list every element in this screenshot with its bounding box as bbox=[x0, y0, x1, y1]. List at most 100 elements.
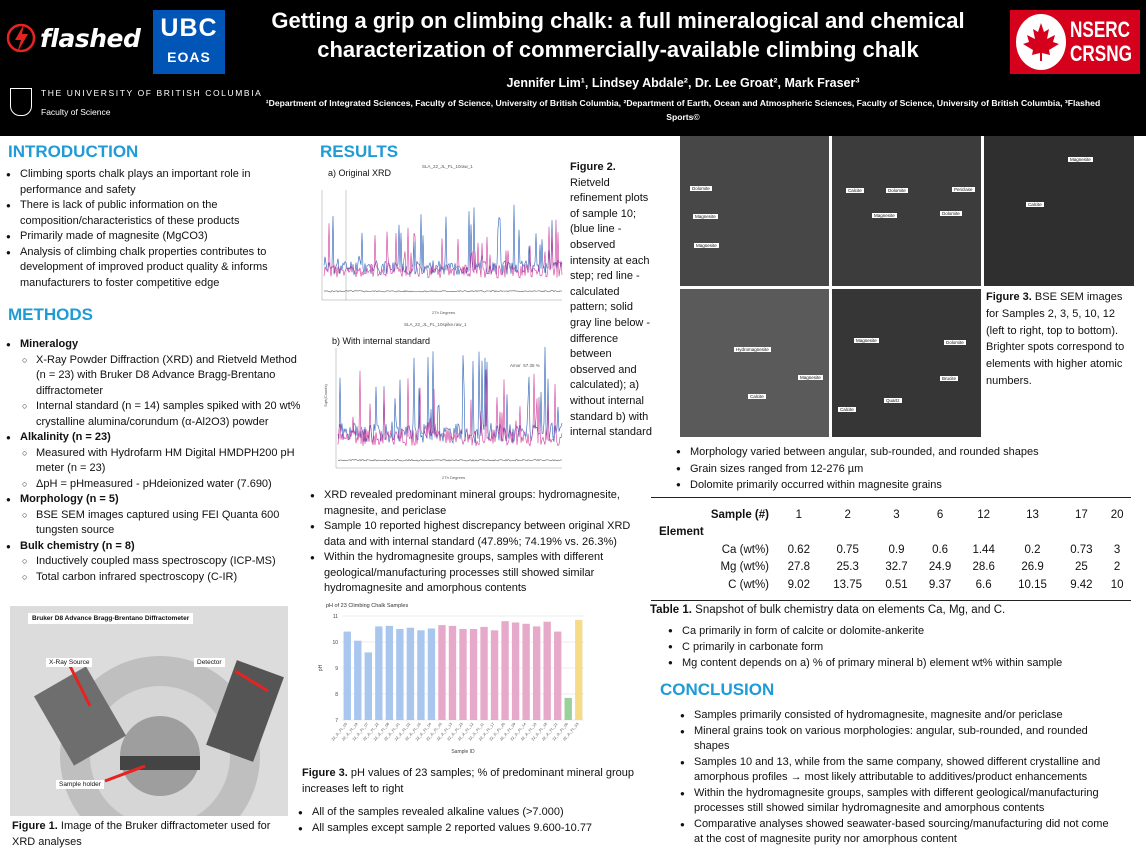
figure3-ph-caption-text: pH values of 23 samples; % of predominan… bbox=[302, 767, 635, 795]
sem-mineral-label: Quartz bbox=[884, 398, 902, 403]
authors: Jennifer Lim¹, Lindsey Abdale², Dr. Lee … bbox=[506, 76, 860, 90]
xrd-b-traces bbox=[335, 346, 563, 469]
table-cell: 0.75 bbox=[836, 543, 859, 556]
results-bullet: Within the hydromagnesite groups, sample… bbox=[310, 550, 640, 597]
table-bullet: Ca primarily in form of calcite or dolom… bbox=[668, 623, 1138, 639]
sem-mineral-label: Dolomite bbox=[944, 340, 966, 345]
sem-mineral-label: Magnesite bbox=[1068, 157, 1093, 162]
methods-category: Mineralogy bbox=[6, 337, 306, 353]
nserc-logo-text: NSERC CRSNG bbox=[1070, 17, 1132, 66]
ph-chart-svg: pH of 23 Climbing Chalk Samples 7 8 9 10 11 pH… bbox=[318, 603, 584, 755]
figure2-caption-label: Figure 2. bbox=[570, 161, 616, 173]
intro-bullet: Analysis of climbing chalk properties co… bbox=[6, 245, 296, 292]
ph-bullet: All samples except sample 2 reported val… bbox=[298, 821, 638, 837]
conclusion-heading: CONCLUSION bbox=[660, 680, 775, 699]
table-bullet: C primarily in carbonate form bbox=[668, 639, 1138, 655]
chart-bar bbox=[396, 629, 404, 720]
results-bullet: Sample 10 reported highest discrepancy b… bbox=[310, 519, 640, 550]
xrd-a-traces bbox=[321, 190, 563, 301]
sample-holder-label: Sample holder bbox=[56, 780, 104, 789]
table-cell: 26.9 bbox=[1021, 561, 1044, 574]
figure1-caption-label: Figure 1. bbox=[12, 820, 58, 832]
sem-mineral-label: Dolomite bbox=[940, 211, 962, 216]
figure2-caption: Figure 2. Rietveld refinement plots of s… bbox=[570, 160, 654, 441]
chart-bar bbox=[438, 625, 446, 720]
sem-image-sample-2 bbox=[680, 136, 829, 286]
introduction-list: Climbing sports chalk plays an important… bbox=[6, 167, 296, 291]
chart-bar bbox=[501, 621, 509, 720]
results-list: XRD revealed predominant mineral groups:… bbox=[310, 488, 640, 597]
chart-bar bbox=[427, 628, 436, 720]
xrd-b-legend-name: Amor bbox=[510, 363, 521, 368]
chart-ytick-label: 9 bbox=[335, 666, 338, 672]
table-sample-header: 2 bbox=[844, 508, 851, 521]
chart-bar bbox=[543, 621, 551, 720]
xrd-b-ylabel: Sqrt(Counts) bbox=[322, 384, 328, 407]
conclusion-bullet: Comparative analyses showed seawater-bas… bbox=[680, 817, 1120, 848]
sem-mineral-label: Calcite bbox=[846, 188, 864, 193]
sem-bullet: Dolomite primarily occurred within magne… bbox=[676, 477, 1126, 494]
chart-bar bbox=[448, 625, 457, 720]
nserc-logo: NSERC CRSNG bbox=[1010, 10, 1140, 74]
sem-mineral-label: Magnesite bbox=[854, 338, 879, 343]
table-cell: 27.8 bbox=[787, 561, 810, 574]
methods-subitem: Total carbon infrared spectroscopy (C-IR… bbox=[6, 570, 306, 586]
table-cell: 24.9 bbox=[928, 561, 952, 574]
chart-bar bbox=[480, 626, 488, 720]
chart-bar bbox=[354, 640, 362, 720]
chart-bar bbox=[417, 630, 425, 720]
figure1-caption: Figure 1. Image of the Bruker diffractom… bbox=[12, 819, 292, 850]
table-cell: 0.6 bbox=[932, 543, 949, 556]
chart-ylabel: pH bbox=[318, 664, 324, 671]
table-sample-header: 13 bbox=[1026, 508, 1039, 521]
methods-list: MineralogyX-Ray Powder Diffraction (XRD)… bbox=[6, 337, 306, 585]
methods-subitem: Inductively coupled mass spectroscopy (I… bbox=[6, 554, 306, 570]
xrd-plot-internal-standard: SLA_22_JL_FL_10spike.raw_1 b) With inter… bbox=[312, 318, 566, 484]
table-cell: 10 bbox=[1110, 578, 1124, 591]
table-cell: 3 bbox=[1113, 543, 1121, 556]
table-row: C (wt%) 9.02 13.75 0.51 9.37 6.6 10.15 9.42 10 bbox=[651, 576, 1131, 594]
xrd-a-xlabel: 2Th Degrees bbox=[432, 310, 456, 315]
methods-subitem: Measured with Hydrofarm HM Digital HMDPH… bbox=[6, 446, 306, 477]
table-sample-header: 6 bbox=[936, 508, 944, 521]
xrd-b-legend: Amor 57.35 % bbox=[510, 363, 540, 368]
ubc-crest-icon bbox=[10, 88, 32, 116]
results-bullet: XRD revealed predominant mineral groups:… bbox=[310, 488, 640, 519]
sem-mineral-label: Hydromagnesite bbox=[734, 347, 771, 352]
chart-ytick-label: 8 bbox=[335, 692, 338, 698]
table-sample-header: 1 bbox=[795, 508, 802, 521]
xray-source-label: X-Ray Source bbox=[46, 658, 93, 667]
table-cell: 28.6 bbox=[972, 561, 995, 574]
methods-subitem: ΔpH = pHmeasured - pHdeionized water (7.… bbox=[6, 477, 306, 493]
sem-mineral-label: Calcite bbox=[748, 394, 766, 399]
conclusion-list: Samples primarily consisted of hydromagn… bbox=[680, 708, 1120, 848]
results-heading: RESULTS bbox=[320, 142, 399, 161]
xrd-b-label: b) With internal standard bbox=[332, 336, 431, 346]
table-row: Mg (wt%) 27.8 25.3 32.7 24.9 28.6 26.9 25 2 bbox=[651, 559, 1131, 577]
chart-bar bbox=[406, 627, 415, 720]
maple-leaf-icon bbox=[1023, 23, 1059, 61]
table-row-label: Mg (wt%) bbox=[720, 561, 769, 574]
table1-caption-label: Table 1. bbox=[650, 604, 692, 616]
conclusion-bullet: Within the hydromagnesite groups, sample… bbox=[680, 786, 1120, 817]
intro-bullet: There is lack of public information on t… bbox=[6, 198, 296, 229]
table-cell: 0.62 bbox=[787, 543, 810, 556]
table-corner-header: Sample (#) bbox=[710, 508, 769, 521]
figure3-sem-caption-text: BSE SEM images for Samples 2, 3, 5, 10, … bbox=[986, 291, 1125, 387]
chart-title: pH of 23 Climbing Chalk Samples bbox=[326, 603, 408, 609]
xrd-a-label: a) Original XRD bbox=[328, 168, 392, 178]
bulk-chemistry-table: Sample (#) 1 2 3 6 12 13 17 20 Element Ca (wt%)… bbox=[651, 506, 1131, 594]
chart-xlabel: Sample ID bbox=[451, 749, 475, 755]
flashed-logo: flashed bbox=[6, 18, 141, 58]
sem-mineral-label: Magnesite bbox=[872, 213, 897, 218]
ubc-faculty: Faculty of Science bbox=[41, 107, 111, 117]
chart-bar bbox=[532, 626, 541, 720]
diffractometer-photo: Bruker D8 Advance Bragg-Brentano Diffrac… bbox=[10, 606, 288, 856]
table-cell: 1.44 bbox=[972, 543, 995, 556]
ubc-eoas-logo: UBC EOAS bbox=[153, 10, 225, 74]
xrd-b-legend-value: 57.35 % bbox=[523, 363, 540, 368]
conclusion-bullet: Samples primarily consisted of hydromagn… bbox=[680, 708, 1120, 724]
chart-bar bbox=[459, 629, 467, 720]
sem-mineral-label: Magnesite bbox=[693, 214, 718, 219]
chart-bar bbox=[343, 631, 351, 720]
